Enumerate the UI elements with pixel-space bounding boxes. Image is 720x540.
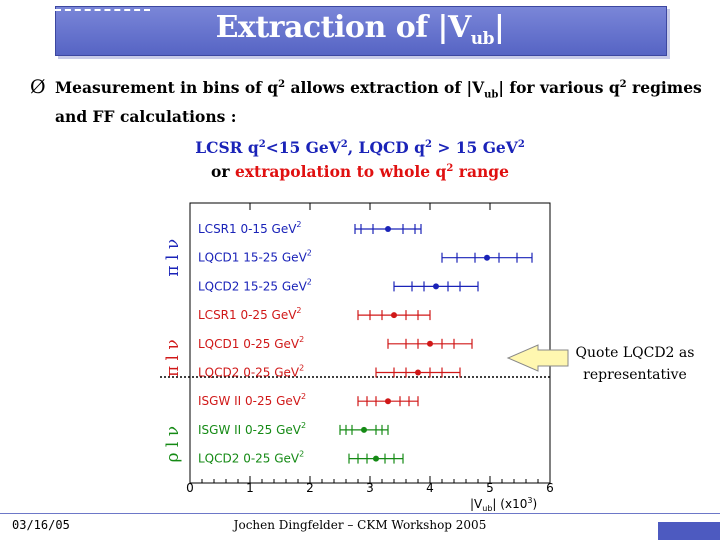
x-tick-label: 6 xyxy=(546,481,554,495)
caption-line-2: or extrapolation to whole q2 range xyxy=(211,162,509,181)
x-tick-label: 5 xyxy=(486,481,494,495)
footer-date: 03/16/05 xyxy=(12,518,70,532)
row-label: ISGW II 0-25 GeV2 xyxy=(198,392,306,408)
data-row: LCSR1 0-25 GeV2 xyxy=(198,306,431,322)
data-point xyxy=(427,340,433,347)
row-label: LQCD2 0-25 GeV2 xyxy=(198,450,304,466)
data-point xyxy=(391,312,397,319)
x-axis-label: |Vub| (x103) xyxy=(470,496,537,513)
data-point xyxy=(385,398,391,405)
row-label: LQCD2 0-25 GeV2 xyxy=(198,364,304,380)
group-label: ρ l ν xyxy=(163,426,183,463)
slide-title: Extraction of |Vub| xyxy=(215,10,505,49)
data-point xyxy=(415,369,421,376)
data-point xyxy=(373,455,379,462)
caption-line-1: LCSR q2<15 GeV2, LQCD q2 > 15 GeV2 xyxy=(195,138,525,157)
row-label: LQCD2 15-25 GeV2 xyxy=(198,277,312,293)
data-row: LQCD2 15-25 GeV2 xyxy=(198,277,479,293)
arrow-annotation: Quote LQCD2 as representative xyxy=(575,345,695,383)
x-tick-label: 2 xyxy=(306,481,314,495)
group-label: π l ν xyxy=(163,239,183,277)
row-label: LQCD1 15-25 GeV2 xyxy=(198,249,312,265)
data-row: ISGW II 0-25 GeV2 xyxy=(198,392,419,408)
data-point xyxy=(385,226,391,232)
bullet-text: Measurement in bins of q2 allows extract… xyxy=(55,78,702,127)
data-point xyxy=(361,426,367,433)
data-row: LQCD2 0-25 GeV2 xyxy=(198,364,461,380)
data-row: LQCD1 15-25 GeV2 xyxy=(198,249,533,265)
row-label: LCSR1 0-25 GeV2 xyxy=(198,306,302,322)
data-row: LQCD2 0-25 GeV2 xyxy=(198,450,404,466)
data-row: LQCD1 0-25 GeV2 xyxy=(198,335,473,351)
data-point xyxy=(484,254,490,261)
arrow-icon xyxy=(506,344,569,372)
row-label: LQCD1 0-25 GeV2 xyxy=(198,335,304,351)
title-bar xyxy=(55,6,667,56)
data-row: ISGW II 0-25 GeV2 xyxy=(198,421,389,437)
data-point xyxy=(433,283,439,290)
x-tick-label: 3 xyxy=(366,481,374,495)
x-tick-label: 1 xyxy=(246,481,254,495)
x-tick-label: 4 xyxy=(426,481,434,495)
x-tick-label: 0 xyxy=(186,481,194,495)
title-decoration xyxy=(55,9,150,11)
bullet-marker: Ø xyxy=(30,76,46,98)
row-label: ISGW II 0-25 GeV2 xyxy=(198,421,306,437)
row-label: LCSR1 0-15 GeV2 xyxy=(198,220,302,236)
footer-author: Jochen Dingfelder – CKM Workshop 2005 xyxy=(233,518,487,532)
footer-decoration xyxy=(658,522,720,540)
data-row: LCSR1 0-15 GeV2 xyxy=(198,220,422,236)
footer-rule xyxy=(0,513,720,514)
group-label: π l ν xyxy=(163,339,183,377)
